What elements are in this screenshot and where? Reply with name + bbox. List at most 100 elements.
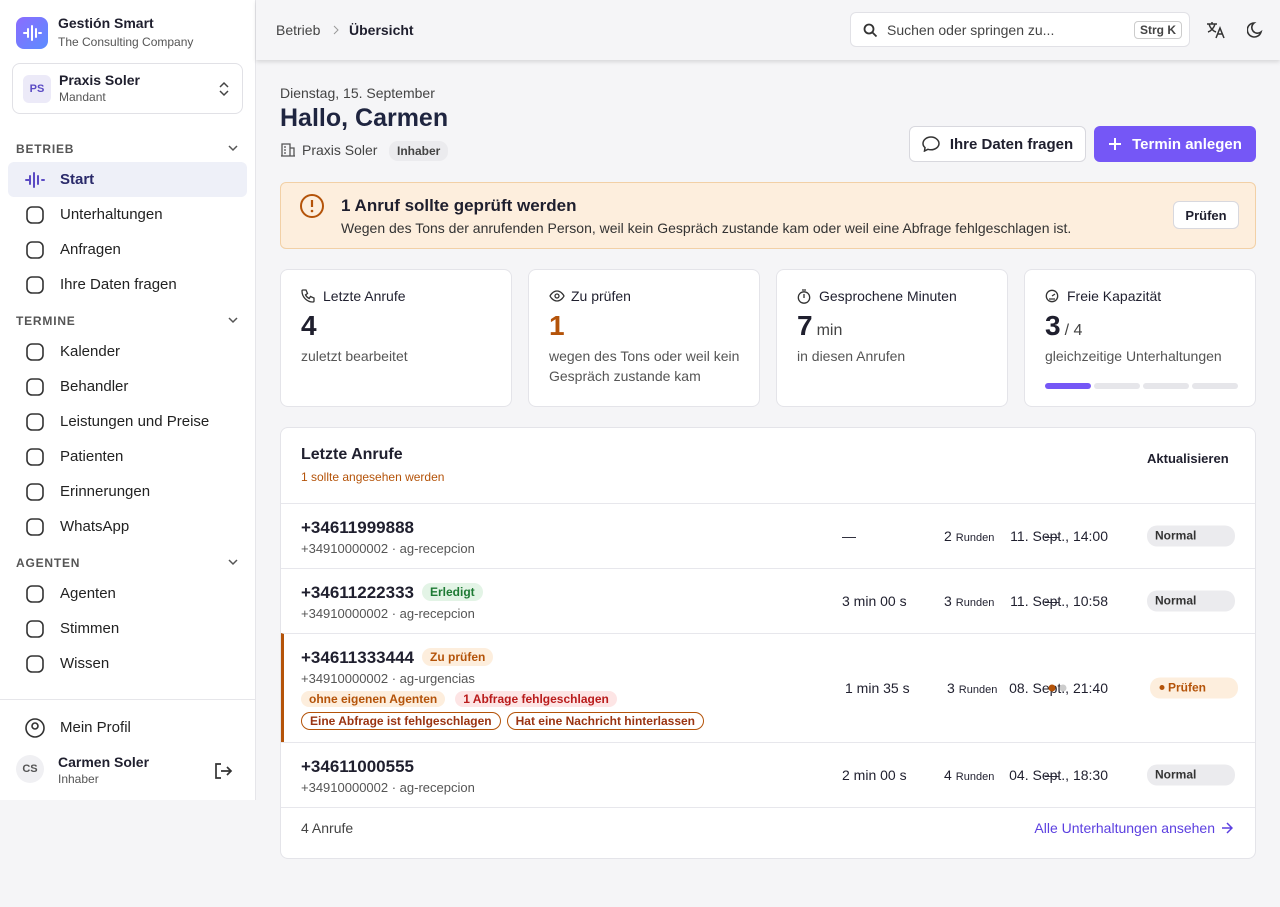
- logout-icon[interactable]: [213, 762, 233, 780]
- nav-item[interactable]: WhatsApp: [8, 509, 247, 544]
- nav-icon: [26, 620, 44, 638]
- nav-item[interactable]: Kalender: [8, 334, 247, 369]
- new-appointment-button[interactable]: Termin anlegen: [1094, 126, 1256, 162]
- status-pill: Normal: [1147, 525, 1235, 547]
- status-label: Normal: [1155, 528, 1197, 543]
- meter-segment: [1192, 383, 1238, 389]
- meter-segment: [1143, 383, 1189, 389]
- nav-item[interactable]: Mein Profil: [8, 710, 247, 745]
- status-pill: Normal: [1147, 590, 1235, 612]
- caller-sub: +34910000002 · ag-recepcion: [301, 606, 475, 621]
- call-duration: 1 min 35 s: [845, 680, 910, 696]
- stat-icon: [797, 289, 811, 304]
- button-label: Ihre Daten fragen: [949, 135, 1074, 153]
- nav-item[interactable]: Unterhaltungen: [8, 197, 247, 232]
- search-icon: [863, 23, 878, 38]
- nav-item[interactable]: Ihre Daten fragen: [8, 267, 247, 302]
- nav-icon: [26, 241, 44, 259]
- alert-button[interactable]: Prüfen: [1173, 201, 1239, 229]
- call-duration: 3 min 00 s: [842, 593, 907, 609]
- nav-section[interactable]: AGENTEN: [0, 544, 255, 576]
- rounds-unit: Runden: [955, 532, 995, 544]
- nav-item[interactable]: Wissen: [8, 646, 247, 681]
- theme-icon[interactable]: [1247, 21, 1265, 39]
- stat-caption: gleichzeitige Unterhaltungen: [1045, 348, 1222, 364]
- call-row[interactable]: +34611222333 Erledigt +34910000002 · ag-re…: [281, 568, 1255, 633]
- stat-value: 1: [549, 310, 565, 341]
- status-label: Normal: [1155, 767, 1197, 782]
- nav-icon: [26, 483, 44, 501]
- rounds: 3 Runden: [947, 680, 997, 696]
- user-role: Inhaber: [58, 772, 99, 786]
- stat-label: Zu prüfen: [571, 288, 631, 304]
- nav-item[interactable]: Start: [8, 162, 247, 197]
- nav-item[interactable]: Leistungen und Preise: [8, 404, 247, 439]
- rounds-unit: Runden: [958, 684, 998, 696]
- brand-tagline: The Consulting Company: [58, 35, 194, 49]
- calls-title: Letzte Anrufe: [301, 446, 403, 463]
- nav-icon: [26, 585, 44, 603]
- recent-calls: Letzte Anrufe 1 sollte angesehen werden …: [280, 427, 1256, 859]
- call-row[interactable]: +34611333444 Zu prüfen +34910000002 · ag-u…: [281, 633, 1255, 742]
- language-icon[interactable]: [1206, 21, 1226, 39]
- button-label: Termin anlegen: [1132, 135, 1242, 153]
- call-row[interactable]: +34611999888 +34910000002 · ag-recepcion 1…: [281, 503, 1255, 568]
- rounds-unit: Runden: [955, 771, 995, 783]
- rounds-unit: Runden: [955, 597, 995, 609]
- nav-item[interactable]: Anfragen: [8, 232, 247, 267]
- call-date: 11. Sept., 10:58: [1010, 593, 1108, 609]
- alert-title: 1 Anruf sollte geprüft werden: [341, 196, 577, 215]
- flags: Eine Abfrage ist fehlgeschlagen Hat eine …: [301, 708, 1235, 730]
- ask-data-button[interactable]: Ihre Daten fragen: [909, 126, 1086, 162]
- alert-text: Wegen des Tons der anrufenden Person, we…: [341, 220, 1072, 236]
- nav-label: Erinnerungen: [60, 483, 151, 500]
- call-row[interactable]: +34611000555 +34910000002 · ag-recepcion 0…: [281, 742, 1255, 807]
- nav-icon: [26, 655, 44, 673]
- rounds: 4 Runden: [944, 767, 994, 783]
- breadcrumb[interactable]: Betrieb: [276, 22, 321, 38]
- refresh-button[interactable]: Aktualisieren: [1147, 451, 1229, 466]
- shortcut: Strg K: [1134, 21, 1182, 39]
- stat-caption: in diesen Anrufen: [797, 348, 906, 364]
- capacity-meter: [1045, 383, 1238, 389]
- tenant-switcher[interactable]: PS Praxis Soler Mandant: [12, 63, 243, 114]
- tenant-name: Praxis Soler: [59, 72, 140, 88]
- stat-icon: [549, 290, 565, 302]
- stat-label: Letzte Anrufe: [323, 288, 406, 304]
- nav-item[interactable]: Behandler: [8, 369, 247, 404]
- call-duration: 2 min 00 s: [842, 767, 907, 783]
- nav-item[interactable]: Stimmen: [8, 611, 247, 646]
- stat-unit: min: [816, 322, 843, 339]
- tag: 1 Abfrage fehlgeschlagen: [455, 691, 617, 707]
- chevron: [228, 145, 238, 152]
- tenant-role: Mandant: [59, 90, 106, 104]
- rounds: 3 Runden: [944, 593, 994, 609]
- nav-item[interactable]: Agenten: [8, 576, 247, 611]
- rounds-count: 2: [944, 528, 952, 544]
- stat-card: Gesprochene Minuten 7 min in diesen Anruf…: [776, 269, 1008, 407]
- nav-section-title: AGENTEN: [16, 556, 81, 570]
- stat-caption: zuletzt bearbeitet: [301, 348, 408, 364]
- nav-section[interactable]: BETRIEB: [0, 130, 255, 162]
- search-placeholder: Suchen oder springen zu...: [887, 22, 1055, 38]
- nav-icon: [26, 343, 44, 361]
- caller: +34611333444: [301, 648, 414, 667]
- caller-sub: +34910000002 · ag-recepcion: [301, 541, 475, 556]
- status-label: Normal: [1155, 593, 1197, 608]
- search-box[interactable]: Suchen oder springen zu... Strg K: [850, 12, 1190, 47]
- brand-name: Gestión Smart: [58, 15, 154, 31]
- nav-section[interactable]: TERMINE: [0, 302, 255, 334]
- role-badge: Inhaber: [389, 141, 449, 161]
- tag: ohne eigenen Agenten: [301, 691, 446, 707]
- rounds: 2 Runden: [944, 528, 994, 544]
- date: Dienstag, 15. September: [280, 85, 435, 101]
- nav-item[interactable]: Erinnerungen: [8, 474, 247, 509]
- caller-line: +34611999888: [301, 518, 1235, 538]
- sentiment: —: [1045, 767, 1059, 783]
- sentiment: —: [1045, 593, 1059, 609]
- all-calls-link[interactable]: Alle Unterhaltungen ansehen: [1034, 820, 1233, 836]
- nav-label: Behandler: [60, 378, 129, 395]
- nav-item[interactable]: Patienten: [8, 439, 247, 474]
- alert-icon: [300, 194, 324, 218]
- nav-label: Start: [60, 171, 95, 188]
